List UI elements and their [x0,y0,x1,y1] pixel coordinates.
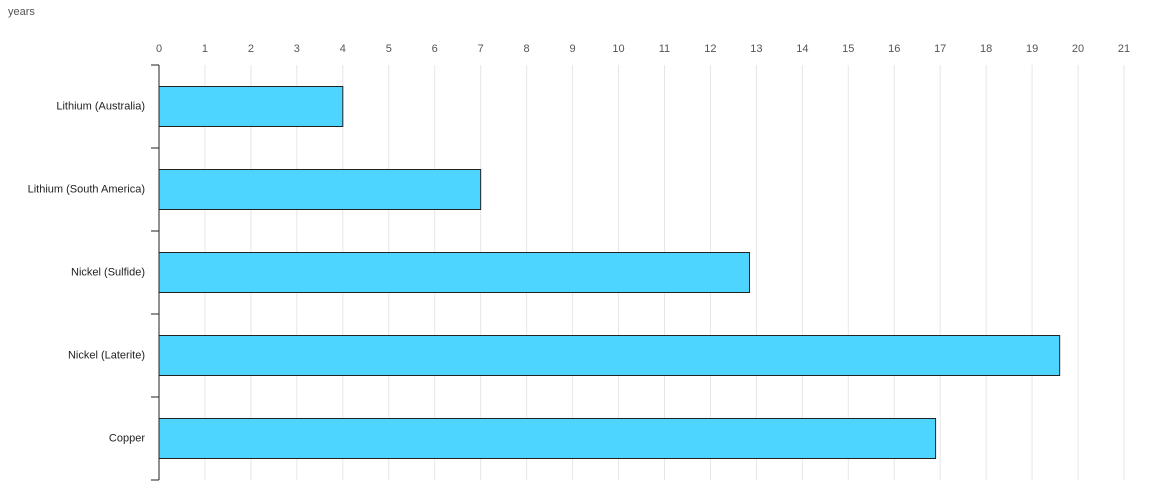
x-tick-label: 11 [659,43,670,55]
x-tick-label: 1 [202,43,208,55]
x-tick-label: 18 [980,43,992,55]
x-tick-label: 12 [704,43,716,55]
x-tick-label: 19 [1026,43,1038,55]
x-tick-label: 0 [156,43,162,55]
x-tick-label: 10 [612,43,624,55]
y-tick-label: Nickel (Sulfide) [71,266,145,278]
x-tick-label: 14 [796,43,808,55]
x-tick-label: 2 [248,43,254,55]
x-tick-label: 6 [432,43,438,55]
x-tick-label: 15 [842,43,854,55]
bar [158,418,937,459]
x-tick-label: 21 [1118,43,1130,55]
axis-unit-label: years [8,6,35,18]
x-tick-label: 13 [750,43,762,55]
x-tick-label: 9 [570,43,576,55]
bar [158,169,482,210]
x-tick-label: 17 [934,43,946,55]
bar [158,335,1061,376]
y-tick-label: Lithium (Australia) [56,100,145,112]
bar [158,252,750,293]
x-tick-label: 16 [888,43,900,55]
y-tick-label: Lithium (South America) [28,183,145,195]
x-tick-label: 4 [340,43,346,55]
x-tick-label: 7 [478,43,484,55]
x-tick-label: 20 [1072,43,1084,55]
x-tick-label: 5 [386,43,392,55]
x-tick-label: 8 [524,43,530,55]
x-tick-label: 3 [294,43,300,55]
y-tick-label: Copper [109,432,145,444]
bar [158,86,344,127]
y-tick-label: Nickel (Laterite) [68,349,145,361]
